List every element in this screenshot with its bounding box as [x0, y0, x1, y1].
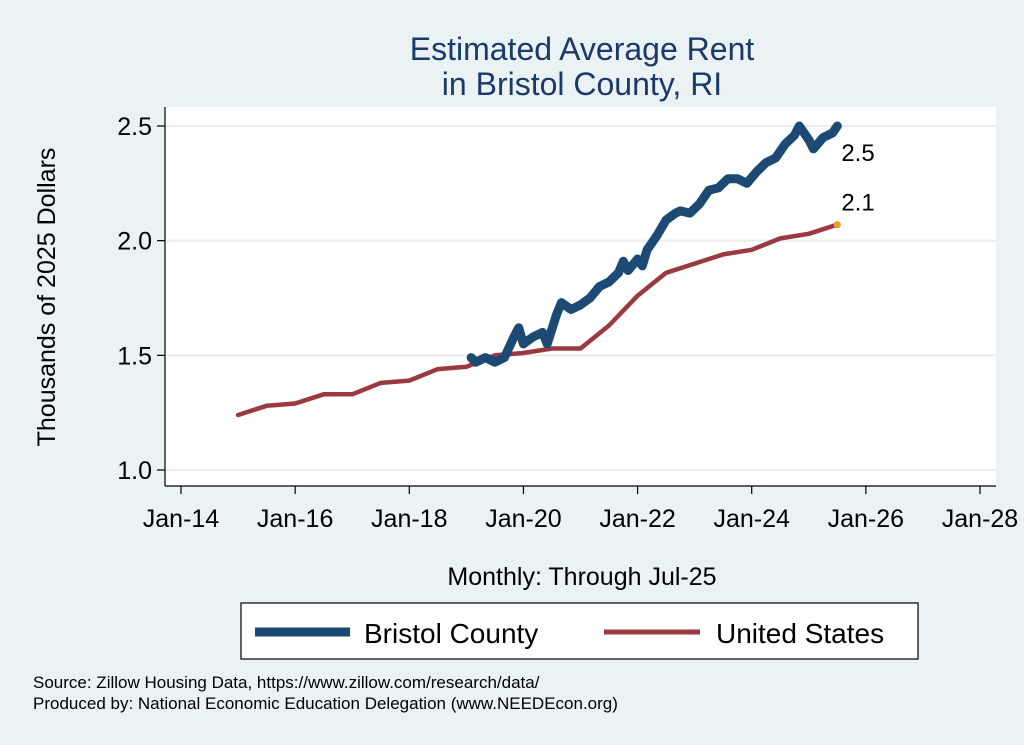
- series-line-us: [235, 222, 840, 418]
- source-note: Source: Zillow Housing Data, https://www…: [33, 673, 540, 692]
- x-tick-label: Jan-14: [143, 505, 220, 533]
- chart-title-line-2: in Bristol County, RI: [442, 66, 722, 102]
- legend-label-us: United States: [716, 618, 884, 649]
- x-tick-label: Jan-28: [942, 505, 1018, 533]
- end-label-us: 2.1: [841, 190, 874, 217]
- legend-box: [240, 602, 919, 660]
- chart-title-line-1: Estimated Average Rent: [410, 31, 755, 67]
- y-tick-label: 1.0: [117, 457, 152, 485]
- x-axis-title: Monthly: Through Jul-25: [447, 563, 716, 591]
- x-tick-label: Jan-18: [371, 505, 447, 533]
- y-tick-label: 2.0: [117, 228, 152, 256]
- y-tick-label: 2.5: [117, 113, 152, 141]
- producer-note: Produced by: National Economic Education…: [33, 694, 618, 713]
- y-tick-label: 1.5: [117, 342, 152, 370]
- x-tick-label: Jan-26: [828, 505, 904, 533]
- y-axis-title: Thousands of 2025 Dollars: [33, 148, 61, 447]
- x-tick-label: Jan-22: [599, 505, 675, 533]
- x-tick-label: Jan-20: [485, 505, 561, 533]
- axes: 1.0 1.5 2.0 2.5 Jan-14 Jan-16 Jan-18 Jan-20 Jan-…: [117, 107, 1018, 533]
- grid-lines: [165, 125, 996, 471]
- x-tick-label: Jan-24: [713, 505, 790, 533]
- series-lines: 2.5 2.1: [235, 121, 875, 418]
- end-label-bristol: 2.5: [841, 140, 874, 167]
- legend-label-bristol: Bristol County: [364, 618, 538, 649]
- legend: Bristol County United States: [240, 602, 919, 660]
- series-line-bristol: [466, 121, 842, 367]
- end-point-us: [833, 221, 841, 229]
- x-tick-label: Jan-16: [257, 505, 333, 533]
- plot-area: [165, 107, 996, 486]
